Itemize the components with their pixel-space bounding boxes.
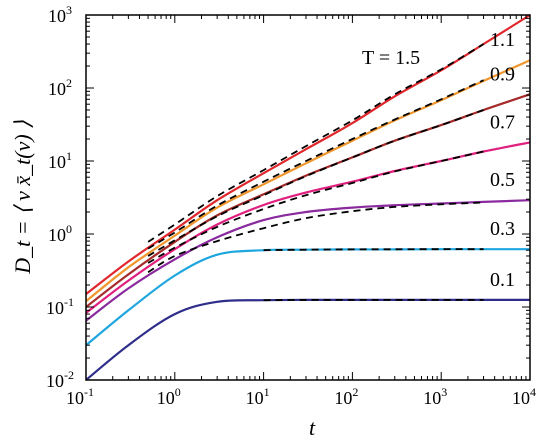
reference-curves: [147, 43, 485, 302]
reference-line-1: [147, 79, 484, 250]
y-tick-base: 10: [48, 6, 66, 26]
y-tick-label: 103: [48, 3, 72, 26]
x-tick-base: 10: [334, 388, 352, 408]
y-tick-exp: 3: [66, 3, 72, 17]
series-line-6: [85, 298, 530, 381]
y-tick-label: 10-1: [46, 295, 74, 318]
y-tick-label: 10-2: [46, 368, 74, 391]
y-tick-base: 10: [48, 225, 66, 245]
y-tick-base: 10: [46, 298, 64, 318]
y-tick-base: 10: [46, 371, 64, 391]
series-label-5: 0.3: [490, 218, 515, 240]
x-tick-base: 10: [246, 388, 264, 408]
x-tick-base: 10: [512, 388, 530, 408]
reference-line-5: [263, 248, 484, 252]
reference-line-3: [147, 150, 484, 264]
series-line-1: [85, 59, 531, 303]
y-tick-label: 102: [48, 76, 72, 99]
series-label-2: 0.9: [490, 63, 515, 85]
x-tick-exp: 1: [264, 385, 270, 399]
x-tick-exp: 2: [352, 385, 358, 399]
y-tick-label: 101: [48, 149, 72, 172]
series-label-6: 0.1: [490, 269, 515, 291]
series-line-2: [85, 93, 531, 308]
reference-line-0: [147, 43, 485, 243]
x-tick-exp: 3: [441, 385, 447, 399]
x-tick-base: 10: [66, 388, 84, 408]
x-tick-label: 103: [423, 385, 447, 408]
x-axis-label: t: [309, 415, 316, 440]
y-tick-base: 10: [48, 152, 66, 172]
y-tick-base: 10: [48, 79, 66, 99]
y-tick-exp: -2: [64, 368, 74, 382]
y-tick-label: 100: [48, 222, 72, 245]
reference-line-4: [147, 201, 484, 273]
series-labels: T = 1.5 1.1 0.9 0.7 0.5 0.3 0.1: [362, 29, 515, 291]
series-label-3: 0.7: [490, 111, 515, 133]
x-tick-label: 101: [246, 385, 270, 408]
x-tick-label: 10-1: [66, 385, 94, 408]
y-axis-label: D_t = ⟨ v x̄_t(v) ⟩: [10, 120, 35, 275]
y-tick-exp: -1: [64, 295, 74, 309]
x-tick-base: 10: [423, 388, 441, 408]
x-tick-exp: 0: [175, 385, 181, 399]
x-tick-base: 10: [157, 388, 175, 408]
x-tick-label: 102: [334, 385, 358, 408]
plot-frame: [85, 14, 531, 381]
y-tick-exp: 0: [66, 222, 72, 236]
series-line-3: [85, 141, 531, 314]
series-label-4: 0.5: [490, 169, 515, 191]
series-label-0: T = 1.5: [362, 47, 420, 69]
curves: [85, 14, 531, 381]
x-tick-label: 104: [512, 385, 536, 408]
series-label-1: 1.1: [490, 29, 515, 51]
x-tick-label: 100: [157, 385, 181, 408]
y-tick-exp: 1: [66, 149, 72, 163]
x-tick-exp: -1: [84, 385, 94, 399]
x-tick-exp: 4: [530, 385, 536, 399]
y-tick-exp: 2: [66, 76, 72, 90]
